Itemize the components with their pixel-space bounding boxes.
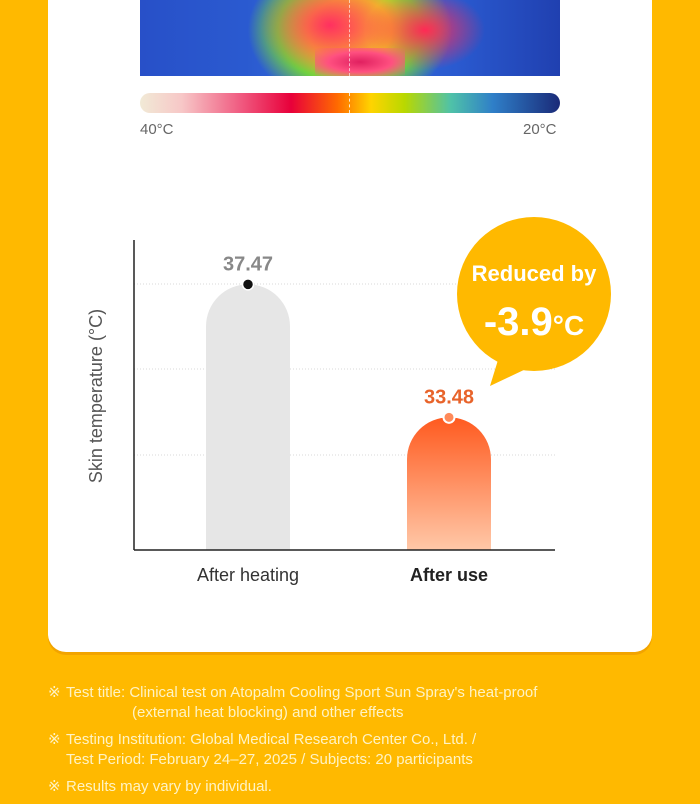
note-line: (external heat blocking) and other effec… [132,704,404,721]
footnote-institution: ※ Testing Institution: Global Medical Re… [48,730,658,770]
thermal-face-region [315,48,405,76]
callout-title: Reduced by [472,261,597,286]
scale-label-cold: 20°C [523,121,557,138]
note-line: Test Period: February 24–27, 2025 / Subj… [66,751,473,768]
thermal-divider [349,0,351,76]
thermal-image [140,0,560,76]
data-label: 37.47 [223,253,273,275]
note-mark: ※ [48,731,61,748]
note-mark: ※ [48,684,61,701]
footnote-test-title: ※ Test title: Clinical test on Atopalm C… [48,683,658,723]
callout-value-unit: °C [553,310,584,341]
note-line: Test title: Clinical test on Atopalm Coo… [66,684,538,701]
footnotes: ※ Test title: Clinical test on Atopalm C… [48,683,658,804]
footnote-disclaimer: ※ Results may vary by individual. [48,777,658,797]
category-label: After use [410,565,488,585]
callout-value: -3.9°C [484,300,584,344]
bar-after-use [407,417,491,550]
bar-after-heating [206,284,290,550]
note-line: Testing Institution: Global Medical Rese… [66,731,477,748]
note-line: Results may vary by individual. [66,778,272,795]
data-label: 33.48 [424,386,474,408]
data-point-marker [442,410,456,424]
callout-value-number: -3.9 [484,300,553,344]
note-mark: ※ [48,778,61,795]
scale-label-hot: 40°C [140,121,174,138]
callout-bubble [457,217,611,371]
data-point-marker [241,278,255,291]
category-label: After heating [197,565,299,585]
y-axis-title: Skin temperature (°C) [86,309,106,483]
scale-midline [349,93,350,113]
temperature-scale-bar [140,93,560,113]
